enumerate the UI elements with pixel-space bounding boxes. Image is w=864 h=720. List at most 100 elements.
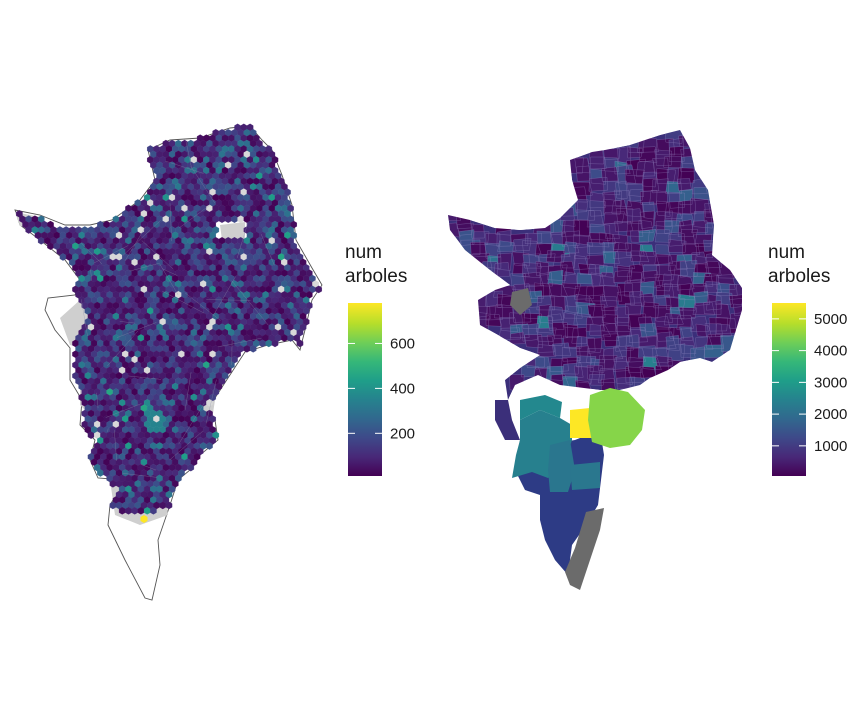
district-cell-border (587, 232, 610, 248)
district-cell-border (693, 290, 710, 306)
district-cell-border (669, 260, 688, 276)
district-cell-border (677, 167, 695, 185)
district-cell-border (676, 254, 697, 270)
district-cell-border (663, 283, 681, 298)
legend-title-line2: arboles (345, 266, 407, 287)
district-cell-border (663, 313, 684, 326)
district-cell-border (668, 137, 685, 155)
district-cell-border (586, 210, 604, 228)
street-line (81, 299, 88, 337)
district-cell (536, 261, 549, 276)
district-cell-border (676, 314, 694, 330)
district-na-south (565, 508, 604, 590)
district-cell (640, 281, 655, 297)
district-cell-border (612, 233, 629, 251)
street-line (184, 292, 221, 321)
district-cell-border (623, 278, 642, 298)
choropleth-clip-mask (430, 110, 760, 400)
hex-cell (165, 501, 173, 510)
district-cell-border (521, 323, 540, 342)
district-cell (485, 313, 502, 327)
district-cell-border (526, 355, 545, 368)
district-cell-border (704, 323, 723, 338)
district-cell-border (625, 200, 645, 218)
hex-cell (187, 463, 195, 472)
district-cell (546, 250, 565, 263)
district-cell-border (535, 243, 554, 258)
district-cell-border (642, 356, 662, 371)
district-cell (704, 344, 724, 358)
district-cell (587, 210, 604, 228)
district-cell-border (677, 199, 697, 215)
district-cell-border (587, 263, 608, 276)
district-cell-border (546, 334, 563, 346)
district-cell (587, 242, 605, 254)
district-cell-border (563, 305, 583, 319)
district-cell-border (703, 300, 722, 315)
district-cell-border (498, 327, 521, 340)
district-cell-border (690, 197, 711, 214)
district-na-west (510, 288, 532, 315)
district-cell-border (598, 232, 616, 245)
district-cell-border (587, 304, 606, 319)
district-cell-border (598, 367, 616, 384)
district-cell-border (716, 282, 738, 297)
district-cell-border (679, 259, 698, 278)
district-cell-border (638, 345, 658, 358)
district-cell-border (676, 275, 695, 291)
street-line (169, 203, 172, 242)
district-cell-border (706, 294, 722, 311)
district-cell-border (668, 327, 685, 340)
district-cell-border (638, 219, 654, 233)
district-cell-border (677, 219, 694, 237)
district-cell-border (665, 335, 680, 351)
district-cell-border (599, 272, 616, 286)
district-cell (639, 323, 657, 338)
district-cell-border (574, 285, 594, 300)
district-cell-border (484, 242, 501, 259)
district-cell-border (626, 208, 643, 225)
district-cell-border (692, 272, 714, 287)
district-cell-border (586, 254, 607, 269)
district-cell-border (589, 358, 606, 373)
colorbar-tick-label: 400 (390, 380, 415, 397)
district-cell-border (559, 260, 575, 276)
district-cell-border (635, 160, 656, 177)
district-cell-border (485, 313, 502, 327)
district-cell (678, 294, 696, 311)
district-cell (649, 190, 668, 205)
colorbar-tick-label: 2000 (814, 406, 847, 423)
district-cell-border (693, 211, 713, 229)
district-cell (642, 301, 659, 319)
hex-cell (296, 339, 304, 348)
district-cell-border (652, 346, 669, 364)
colorbar-ticks-right: 1000 2000 3000 4000 5000 (772, 311, 847, 455)
district-cell-border (679, 188, 693, 206)
district-cell-border (627, 313, 646, 331)
district-cell (574, 199, 589, 213)
street-line (122, 473, 158, 478)
district-cell-border (550, 218, 566, 236)
district-cell-border (656, 264, 676, 282)
district-cell (590, 157, 607, 169)
district-cell-border (665, 181, 682, 194)
district-cell-border (493, 262, 511, 278)
district-cell (655, 229, 671, 243)
district-cell-border (575, 335, 596, 352)
district-cell-border (470, 242, 488, 257)
district-cell-border (679, 307, 698, 320)
district-cell-border (573, 255, 589, 270)
district-cell-border (574, 243, 590, 260)
district-cell-border (639, 251, 660, 266)
street-line (122, 220, 161, 256)
district-cell-border (639, 293, 655, 307)
district-cell-border (639, 280, 655, 297)
district-borders (442, 124, 751, 396)
district-cell-border (615, 208, 634, 223)
district-cell-border (512, 263, 530, 277)
street-line (140, 464, 157, 471)
district-cell-border (574, 198, 589, 213)
street-line (90, 268, 93, 281)
hexbin-map (14, 123, 323, 601)
district-cell (665, 181, 682, 194)
